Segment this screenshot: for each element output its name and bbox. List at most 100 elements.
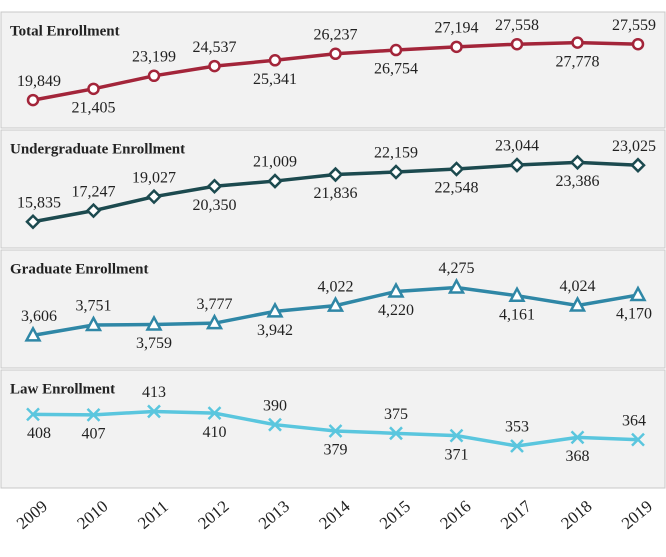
marker — [510, 439, 524, 453]
data-label: 26,237 — [314, 26, 358, 43]
marker — [268, 417, 282, 432]
marker — [147, 404, 161, 419]
marker — [631, 432, 645, 447]
data-label: 3,777 — [197, 296, 233, 313]
data-label: 371 — [445, 446, 469, 463]
marker — [389, 43, 403, 57]
data-label: 17,247 — [72, 183, 116, 200]
marker — [145, 314, 163, 331]
data-label: 21,836 — [314, 185, 358, 202]
data-label: 368 — [566, 448, 590, 465]
marker — [208, 59, 221, 73]
data-label: 27,778 — [556, 53, 600, 70]
marker — [568, 295, 587, 312]
x-tick-label: 2017 — [497, 496, 536, 533]
panel — [0, 11, 666, 129]
data-label: 390 — [263, 397, 287, 414]
data-label: 19,027 — [132, 169, 176, 186]
data-label: 27,559 — [612, 17, 656, 34]
marker — [26, 93, 40, 107]
marker — [326, 296, 345, 312]
marker — [86, 408, 101, 422]
data-label: 4,220 — [378, 302, 414, 319]
data-label: 4,024 — [560, 278, 596, 295]
marker — [328, 424, 343, 438]
marker — [266, 301, 284, 318]
data-label: 24,537 — [193, 39, 237, 56]
data-label: 15,835 — [17, 194, 61, 211]
marker — [508, 286, 526, 302]
data-label: 407 — [82, 426, 106, 443]
data-label: 3,942 — [257, 322, 293, 339]
panel — [0, 129, 666, 249]
data-label: 364 — [622, 412, 646, 429]
marker — [510, 37, 524, 51]
marker — [448, 161, 465, 177]
data-label: 25,341 — [253, 71, 297, 88]
data-label: 27,558 — [495, 17, 539, 34]
marker — [450, 40, 463, 54]
x-tick-label: 2016 — [436, 497, 474, 533]
marker — [267, 173, 283, 189]
data-label: 3,606 — [21, 308, 57, 325]
data-label: 23,044 — [495, 138, 539, 155]
x-tick-label: 2018 — [557, 497, 595, 533]
x-tick-label: 2019 — [618, 497, 656, 533]
data-label: 23,386 — [556, 173, 600, 190]
data-label: 19,849 — [17, 73, 61, 90]
marker — [327, 166, 344, 183]
marker — [630, 157, 646, 173]
marker — [389, 426, 403, 441]
data-label: 379 — [324, 442, 348, 459]
marker — [387, 281, 405, 298]
data-label: 26,754 — [374, 61, 418, 78]
data-label: 23,025 — [612, 138, 656, 155]
data-label: 22,159 — [374, 145, 418, 162]
marker — [571, 36, 584, 49]
marker — [570, 430, 585, 445]
x-tick-label: 2010 — [73, 497, 111, 533]
data-label: 353 — [505, 419, 529, 436]
data-label: 4,161 — [499, 306, 535, 323]
marker — [87, 82, 100, 96]
panel-title: Total Enrollment — [10, 23, 120, 39]
x-tick-label: 2013 — [255, 497, 293, 533]
marker — [509, 157, 525, 173]
x-tick-label: 2009 — [13, 497, 51, 533]
panel-title: Undergraduate Enrollment — [10, 141, 185, 157]
marker — [26, 407, 40, 422]
data-label: 3,759 — [136, 335, 172, 352]
data-label: 408 — [27, 425, 51, 442]
marker — [147, 69, 161, 83]
marker — [629, 285, 647, 302]
panel-title: Law Enrollment — [10, 381, 115, 397]
marker — [449, 428, 464, 443]
data-label: 4,170 — [616, 306, 652, 323]
marker — [85, 202, 102, 219]
data-label: 375 — [384, 406, 408, 423]
x-tick-label: 2012 — [194, 497, 232, 533]
marker — [205, 313, 224, 330]
marker — [631, 37, 645, 51]
data-label: 4,275 — [439, 260, 475, 277]
marker — [207, 406, 222, 421]
marker — [25, 213, 41, 230]
data-label: 410 — [203, 424, 227, 441]
data-label: 21,009 — [253, 154, 297, 171]
marker — [329, 47, 342, 61]
x-tick-label: 2015 — [376, 497, 414, 533]
panel-title: Graduate Enrollment — [10, 261, 148, 277]
marker — [24, 325, 42, 342]
marker — [206, 178, 223, 195]
data-label: 4,022 — [318, 278, 354, 295]
data-label: 23,199 — [132, 48, 176, 65]
data-label: 21,405 — [72, 99, 116, 116]
data-label: 22,548 — [435, 180, 479, 197]
marker — [146, 188, 162, 205]
data-label: 20,350 — [193, 197, 237, 214]
data-label: 413 — [142, 384, 166, 401]
marker — [569, 154, 586, 171]
x-tick-label: 2011 — [134, 497, 172, 533]
marker — [84, 315, 103, 332]
